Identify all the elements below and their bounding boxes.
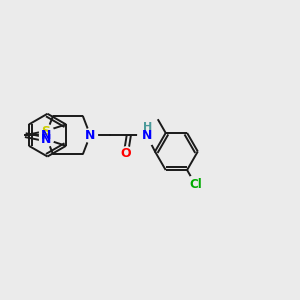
Text: N: N	[85, 129, 95, 142]
Text: S: S	[41, 124, 50, 138]
Text: N: N	[40, 129, 51, 142]
Text: H: H	[143, 122, 152, 132]
Text: Cl: Cl	[189, 178, 202, 191]
Text: N: N	[40, 133, 51, 146]
Text: O: O	[121, 147, 131, 160]
Text: N: N	[142, 129, 152, 142]
